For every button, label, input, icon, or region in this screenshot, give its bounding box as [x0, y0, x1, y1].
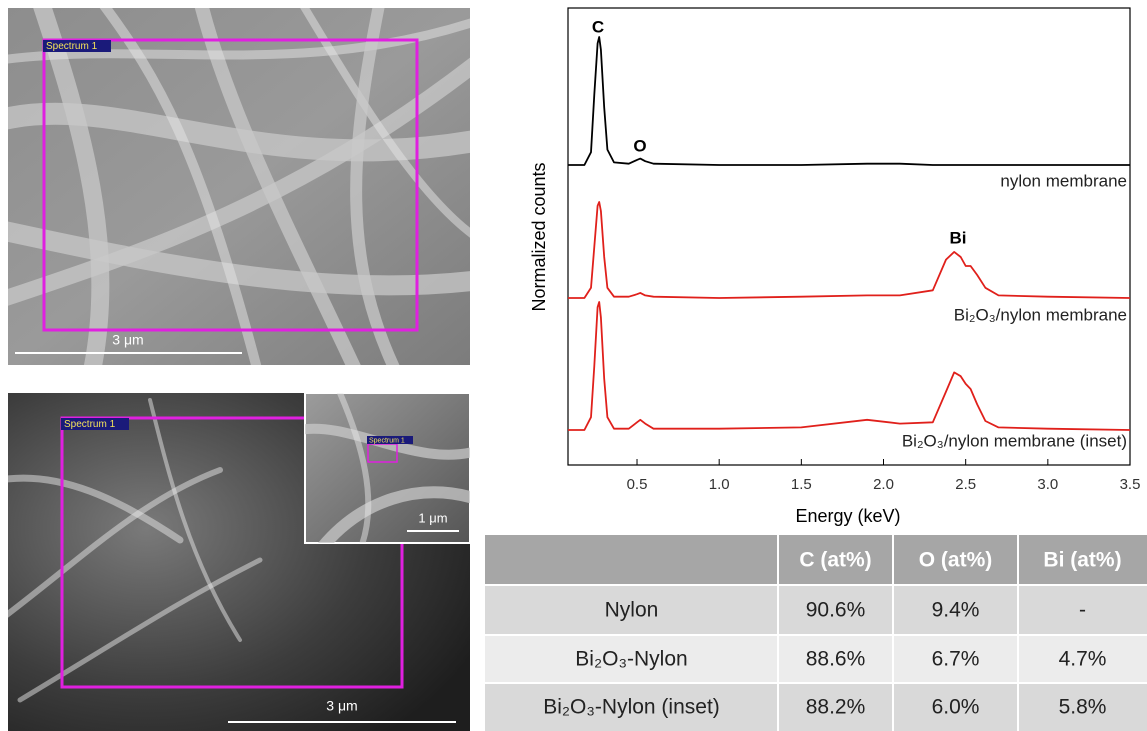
- x-tick-label: 3.0: [1037, 476, 1058, 493]
- figure: Spectrum 1 3 μm Spectrum 1 3 μm Spectrum…: [0, 0, 1147, 731]
- table-cell: 6.7%: [932, 648, 980, 671]
- table-cell: 4.7%: [1059, 648, 1107, 671]
- spectrum-label: Spectrum 1: [46, 41, 98, 52]
- table-row-label: Bi₂O₃-Nylon: [575, 648, 687, 671]
- x-tick-label: 1.0: [709, 476, 730, 493]
- table-cell: 9.4%: [932, 599, 980, 622]
- x-axis-label: Energy (keV): [795, 506, 900, 526]
- scale-bar-label: 3 μm: [112, 332, 143, 348]
- table-header: Bi (at%): [1043, 549, 1121, 572]
- table-cell: -: [1079, 599, 1086, 622]
- x-tick-label: 0.5: [627, 476, 648, 493]
- scale-bar-label: 3 μm: [326, 698, 357, 714]
- series-label: Bi₂O₃/nylon membrane: [954, 305, 1127, 324]
- sem-image-bottom: Spectrum 1 3 μm Spectrum 1 1 μm: [0, 393, 480, 731]
- spectrum-line: [568, 202, 1130, 298]
- table-row-label: Nylon: [605, 599, 659, 622]
- spectrum-line: [568, 37, 1130, 165]
- table-cell: 88.2%: [806, 696, 866, 719]
- plot-frame: [568, 8, 1130, 465]
- table-cell: 90.6%: [806, 599, 866, 622]
- table-cell: 6.0%: [932, 696, 980, 719]
- annotation: O: [633, 136, 646, 155]
- table-header: C (at%): [799, 549, 871, 572]
- series-label: Bi₂O₃/nylon membrane (inset): [902, 431, 1127, 450]
- y-axis-label: Normalized counts: [529, 162, 549, 311]
- sem-image-top: Spectrum 1 3 μm: [0, 0, 480, 380]
- spectrum-label: Spectrum 1: [64, 419, 116, 430]
- series-label: nylon membrane: [1000, 171, 1127, 190]
- x-tick-label: 2.5: [955, 476, 976, 493]
- table-row-label: Bi₂O₃-Nylon (inset): [543, 696, 720, 719]
- table-cell: 5.8%: [1059, 696, 1107, 719]
- annotation: Bi: [950, 228, 967, 247]
- x-tick-label: 2.0: [873, 476, 894, 493]
- inset-spectrum-label: Spectrum 1: [369, 437, 405, 444]
- x-tick-label: 3.5: [1120, 476, 1141, 493]
- chart: Energy (keV) Normalized counts C O Bi 0.…: [529, 8, 1141, 526]
- x-tick-label: 1.5: [791, 476, 812, 493]
- annotation: C: [592, 17, 604, 36]
- table-cell: 88.6%: [806, 648, 866, 671]
- table-header: O (at%): [919, 549, 993, 572]
- inset-scale-bar-label: 1 μm: [418, 510, 447, 525]
- table: C (at%) O (at%) Bi (at%) Nylon 90.6% 9.4% - Bi₂…: [485, 535, 1147, 731]
